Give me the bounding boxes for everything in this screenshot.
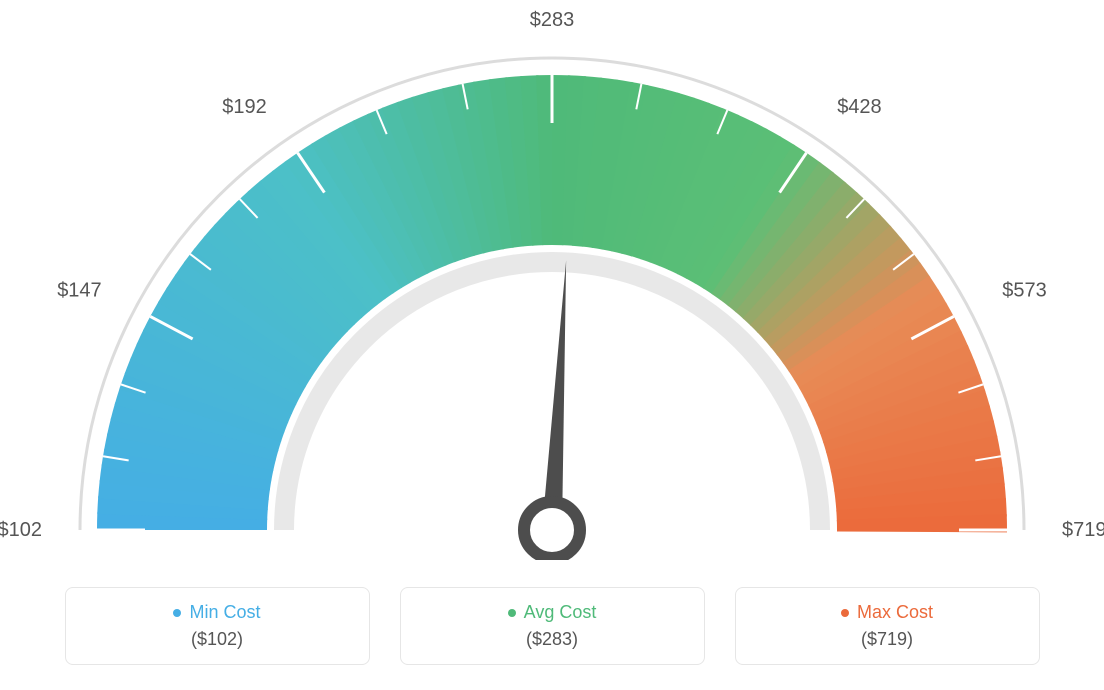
legend-min-dot-icon bbox=[173, 609, 181, 617]
svg-text:$147: $147 bbox=[57, 280, 102, 302]
legend-min-box: Min Cost ($102) bbox=[65, 587, 370, 665]
legend-min-title: Min Cost bbox=[173, 602, 260, 623]
legend-avg-title: Avg Cost bbox=[508, 602, 597, 623]
legend-avg-dot-icon bbox=[508, 609, 516, 617]
legend-max-dot-icon bbox=[841, 609, 849, 617]
svg-text:$192: $192 bbox=[222, 96, 267, 118]
legend-avg-label: Avg Cost bbox=[524, 602, 597, 623]
gauge-svg: $102 $147 $192 $283 $428 $573 $719 bbox=[0, 0, 1104, 560]
legend-max-value: ($719) bbox=[861, 629, 913, 650]
legend-max-box: Max Cost ($719) bbox=[735, 587, 1040, 665]
legend-avg-box: Avg Cost ($283) bbox=[400, 587, 705, 665]
legend-avg-value: ($283) bbox=[526, 629, 578, 650]
svg-text:$719: $719 bbox=[1062, 519, 1104, 541]
legend-max-label: Max Cost bbox=[857, 602, 933, 623]
legend-min-value: ($102) bbox=[191, 629, 243, 650]
legend-min-label: Min Cost bbox=[189, 602, 260, 623]
legend-max-title: Max Cost bbox=[841, 602, 933, 623]
svg-text:$428: $428 bbox=[837, 96, 882, 118]
cost-gauge: $102 $147 $192 $283 $428 $573 $719 bbox=[0, 0, 1104, 560]
legend-row: Min Cost ($102) Avg Cost ($283) Max Cost… bbox=[0, 587, 1104, 665]
svg-text:$102: $102 bbox=[0, 519, 42, 541]
svg-text:$283: $283 bbox=[530, 9, 575, 31]
svg-text:$573: $573 bbox=[1002, 280, 1046, 302]
